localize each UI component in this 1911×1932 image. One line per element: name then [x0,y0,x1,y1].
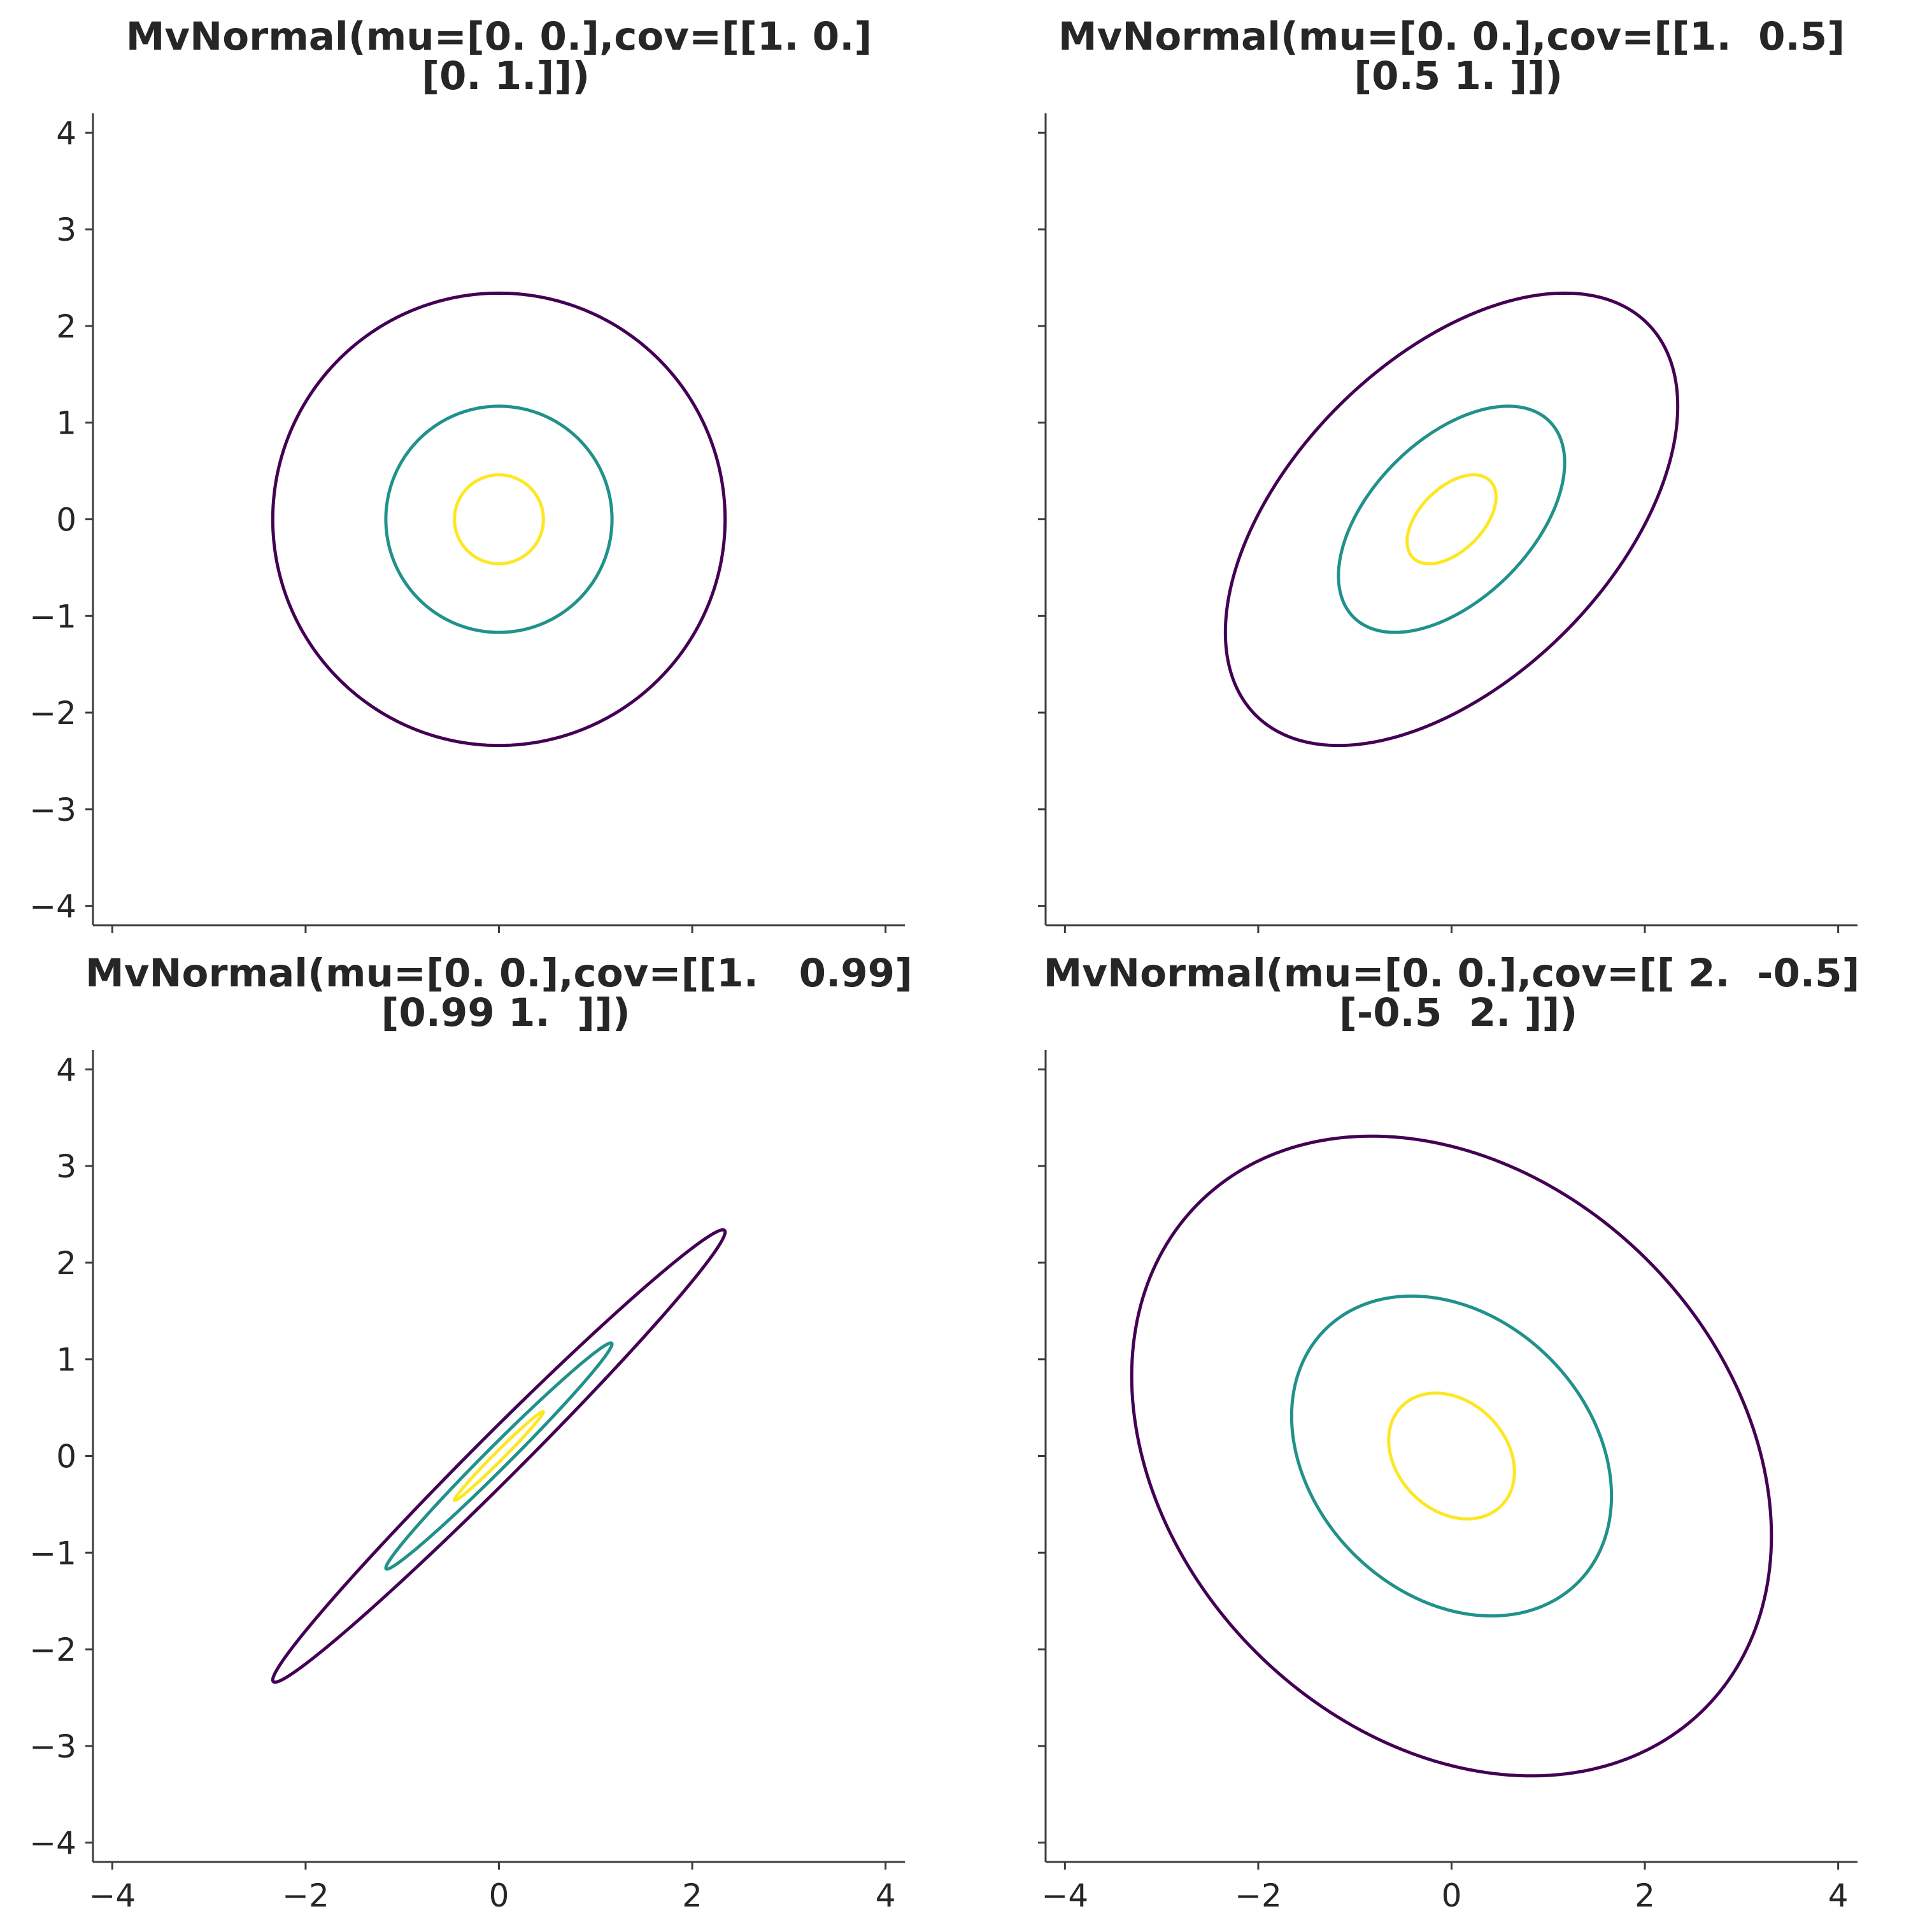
subplot-1-ytick-label: −1 [29,598,76,635]
subplot-4-xtick-label: 4 [1828,1877,1849,1914]
subplot-1-ytick-label: 2 [56,308,76,345]
subplot-3-title-line-2: [0.99 1. ]]) [367,990,630,1035]
subplot-4-xtick-label: −4 [1041,1877,1088,1914]
subplot-3: MvNormal(mu=[0. 0.],cov=[[1. 0.99] [0.99… [29,951,913,1914]
subplot-3-xtick-label: −4 [89,1877,136,1914]
subplot-3-contour-level-3 [271,1228,727,1684]
subplot-4-contour-level-3 [1130,1134,1773,1778]
subplot-3-xtick-label: 2 [682,1877,702,1914]
subplot-1-ytick-label: −2 [29,695,76,732]
subplot-4-xtick-label: 2 [1635,1877,1655,1914]
subplot-1-ytick-label: −4 [29,888,76,925]
subplot-1-ytick-label: 1 [56,405,76,442]
subplot-1-contour-level-1 [453,473,545,565]
subplot-3-ytick-label: −2 [29,1631,76,1668]
subplot-3-contour-level-1 [453,1410,545,1502]
subplot-4: MvNormal(mu=[0. 0.],cov=[[ 2. -0.5] [-0.… [1038,951,1859,1914]
subplot-2: MvNormal(mu=[0. 0.],cov=[[1. 0.5] [0.5 1… [1038,14,1858,933]
subplot-1-ytick-label: 4 [56,115,76,152]
subplot-3-contour-level-2 [384,1341,614,1571]
subplot-2-title-line-1: MvNormal(mu=[0. 0.],cov=[[1. 0.5] [1058,14,1845,59]
subplot-3-xtick-label: −2 [282,1877,329,1914]
subplot-3-ytick-label: 3 [56,1148,76,1185]
subplot-2-contour-level-2 [1337,404,1566,634]
subplot-4-title-line-1: MvNormal(mu=[0. 0.],cov=[[ 2. -0.5] [1044,951,1860,996]
subplot-1-contour-level-3 [271,291,727,748]
subplot-3-title-line-1: MvNormal(mu=[0. 0.],cov=[[1. 0.99] [85,951,913,996]
subplot-4-contour-level-1 [1387,1391,1516,1521]
subplot-1-ytick-label: −3 [29,792,76,828]
subplot-3-xtick-label: 0 [489,1877,509,1914]
subplot-2-contour-level-1 [1405,473,1498,565]
subplot-1: MvNormal(mu=[0. 0.],cov=[[1. 0.] [0. 1.]… [29,14,905,933]
subplot-2-contour-level-3 [1223,291,1680,748]
subplot-1-ytick-label: 0 [56,502,76,539]
subplot-3-ytick-label: −1 [29,1535,76,1572]
subplot-3-ytick-label: 2 [56,1245,76,1282]
subplot-3-ytick-label: −3 [29,1728,76,1765]
subplot-1-title-line-1: MvNormal(mu=[0. 0.],cov=[[1. 0.] [126,14,872,59]
subplot-1-title-line-2: [0. 1.]]) [408,53,590,99]
subplot-3-ytick-label: 1 [56,1342,76,1379]
subplot-3-ytick-label: 0 [56,1438,76,1475]
subplot-4-title-line-2: [-0.5 2. ]]) [1326,990,1577,1035]
subplot-3-ytick-label: 4 [56,1051,76,1088]
subplot-4-xtick-label: 0 [1442,1877,1462,1914]
subplot-4-contour-level-2 [1289,1294,1614,1618]
subplot-4-xtick-label: −2 [1235,1877,1282,1914]
subplot-3-xtick-label: 4 [876,1877,896,1914]
subplot-2-title-line-2: [0.5 1. ]]) [1340,53,1563,99]
subplot-3-ytick-label: −4 [29,1825,76,1862]
subplot-1-contour-level-2 [384,404,614,634]
subplot-1-ytick-label: 3 [56,211,76,248]
